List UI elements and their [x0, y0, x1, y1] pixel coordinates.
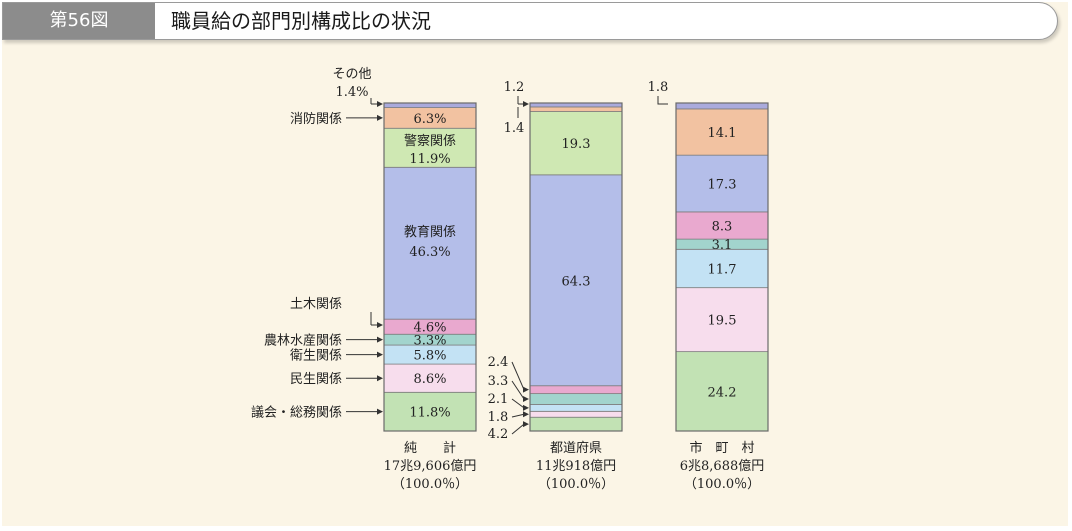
bar1-category-label: その他 [332, 67, 371, 82]
bar2-value-label: 19.3 [562, 137, 591, 152]
bar2-pointer-arrow-line [511, 398, 525, 409]
bar2-outline [529, 102, 623, 432]
bar3-value-label: 3.1 [712, 238, 733, 253]
bar1-category-label: 土木関係 [290, 297, 342, 312]
bar2-pointer-arrow-head [523, 386, 529, 393]
figure-number: 第56図 [3, 3, 155, 39]
bar1-segment-その他 [383, 102, 477, 108]
bar1-value-label: 1.4% [335, 85, 368, 100]
bar2-segment-警察関係 [529, 111, 623, 176]
bar3-pointer-hook [657, 96, 668, 105]
bar3-value-label: 19.5 [708, 314, 737, 329]
bar2-value-label: 1.4 [504, 121, 525, 136]
bar1-pointer-arrow-head [377, 114, 383, 121]
bar1-category-label: 衛生関係 [290, 349, 342, 364]
bar2-pointer-arrow-head [523, 411, 529, 418]
bar1-category-label: 農林水産関係 [264, 333, 342, 349]
bar1-pointer-arrow-head [377, 336, 383, 343]
bar2-value-label: 2.4 [488, 355, 509, 370]
bar1-pointer-arrow-head [377, 101, 383, 107]
bar2-segment-民生関係 [529, 410, 623, 418]
bar2-segment-消防関係 [529, 106, 623, 112]
bar2-segment-農林水産関係 [529, 393, 623, 405]
bar3-value-label: 14.1 [708, 126, 737, 141]
bar1-percent: （100.0％） [392, 477, 468, 492]
bar2-value-label: 1.8 [488, 410, 509, 425]
bar2-segment-衛生関係 [529, 404, 623, 412]
bar2-pointer-arrow-line [511, 423, 525, 435]
bar1-segment-教育関係 [383, 166, 477, 320]
bar3-total: 6兆8,688億円 [680, 458, 765, 474]
bar1-category-label: 民生関係 [290, 372, 342, 387]
bar1-pointer-arrow-head [377, 375, 383, 382]
bar1-value-label: 5.8% [413, 349, 446, 364]
bar2-pointer-arrow-line [511, 380, 525, 400]
bar1-value-label: 46.3% [409, 245, 450, 260]
bar1-pointer-arrow-head [377, 322, 383, 328]
bar1-value-label: 3.3% [413, 334, 446, 349]
bar3-value-label: 1.8 [648, 80, 669, 95]
bar1-pointer-arrow-head [377, 408, 383, 415]
bar2-value-label: 1.2 [504, 80, 525, 95]
bar2-pointer-arrow-head [523, 101, 529, 107]
bar3-percent: （100.0％） [684, 477, 760, 492]
bar3-outline [675, 102, 769, 432]
bar3-value-label: 24.2 [708, 385, 737, 400]
bar1-value-label: 11.8% [409, 406, 450, 421]
bar2-pointer-arrow-line [511, 361, 525, 390]
bar3-value-label: 17.3 [708, 178, 737, 193]
bar3-segment-消防関係 [675, 108, 769, 156]
bar1-value-label: 11.9% [409, 152, 450, 167]
bar1-inner-category-label: 教育関係 [404, 224, 456, 240]
bar1-outline [383, 102, 477, 432]
bar2-value-label: 4.2 [488, 427, 509, 442]
bar1-value-label: 4.6% [413, 321, 446, 336]
bar1-name: 純 計 [404, 440, 456, 456]
bar3-value-label: 8.3 [712, 220, 733, 235]
bar2-total: 11兆918億円 [536, 458, 616, 474]
figure-title: 職員給の部門別構成比の状況 [171, 9, 431, 33]
bar1-value-label: 8.6% [413, 372, 446, 387]
bar3-segment-議会総務関係 [675, 351, 769, 432]
bar2-percent: （100.0％） [538, 477, 614, 492]
bar1-inner-category-label: 警察関係 [404, 133, 456, 149]
bar2-segment-土木関係 [529, 385, 623, 395]
bar2-name: 都道府県 [550, 441, 602, 456]
bar1-pointer-arrow-head [377, 351, 383, 358]
bar3-segment-その他 [675, 102, 769, 110]
bar2-pointer-arrow-head [523, 421, 529, 428]
bar1-value-label: 6.3% [413, 112, 446, 127]
bar2-segment-議会総務関係 [529, 416, 623, 432]
bar2-value-label: 3.3 [488, 374, 509, 389]
bar2-value-label: 2.1 [488, 392, 509, 407]
bar3-segment-民生関係 [675, 287, 769, 353]
bar3-value-label: 11.7 [708, 262, 737, 277]
bar3-name: 市 町 村 [689, 440, 754, 456]
bar2-pointer-arrow-head [523, 404, 529, 411]
bar1-category-label: 議会・総務関係 [251, 406, 342, 421]
bar1-total: 17兆9,606億円 [384, 458, 477, 474]
bar2-pointer-arrow-line [511, 413, 525, 418]
figure-header: 第56図 職員給の部門別構成比の状況 [2, 2, 1058, 40]
bar2-segment-教育関係 [529, 174, 623, 387]
bar1-category-label: 消防関係 [290, 111, 342, 127]
bar2-value-label: 64.3 [562, 274, 591, 289]
bar2-pointer-arrow-head [523, 396, 529, 403]
